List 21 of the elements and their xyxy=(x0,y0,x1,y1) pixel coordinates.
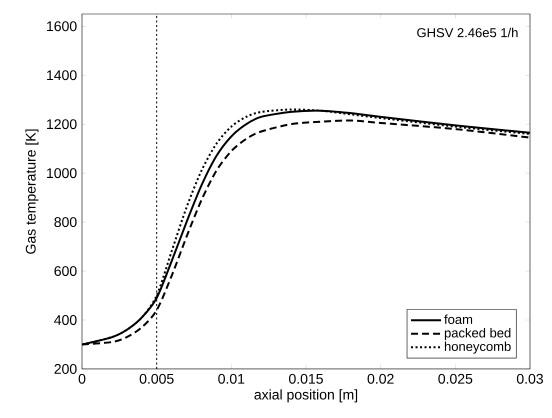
y-tick-label: 400 xyxy=(54,315,77,325)
x-tick-label: 0.025 xyxy=(438,374,472,384)
y-tick-label: 1600 xyxy=(47,21,77,32)
legend-label: honeycomb xyxy=(444,342,511,354)
x-tick-label: 0.03 xyxy=(516,374,543,384)
y-tick-label: 1200 xyxy=(47,119,77,130)
y-tick-label: 800 xyxy=(54,217,77,228)
y-tick-label: 600 xyxy=(54,266,77,276)
annotation: GHSV 2.46e5 1/h xyxy=(417,28,518,38)
y-axis-title: Gas temperature [K] xyxy=(25,129,38,254)
legend-label: packed bed xyxy=(444,328,510,340)
x-axis-title: axial position [m] xyxy=(254,389,358,402)
legend-label: foam xyxy=(444,314,472,324)
y-tick-label: 200 xyxy=(54,364,77,374)
x-tick-label: 0.01 xyxy=(218,374,244,384)
y-tick-label: 1400 xyxy=(47,70,77,80)
y-tick-label: 1000 xyxy=(47,168,77,178)
x-tick-label: 0.02 xyxy=(368,374,394,384)
x-tick-label: 0.015 xyxy=(289,374,323,384)
x-tick-label: 0 xyxy=(78,374,86,384)
x-tick-label: 0.005 xyxy=(140,374,174,384)
